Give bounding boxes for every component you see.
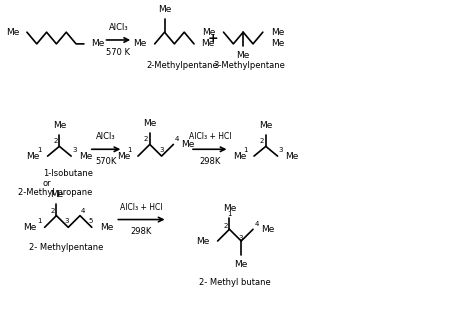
Text: AlCl₃: AlCl₃ <box>109 23 128 32</box>
Text: 2-Methyl propane: 2-Methyl propane <box>18 188 92 197</box>
Text: 3: 3 <box>72 147 77 153</box>
Text: Me: Me <box>6 28 19 37</box>
Text: 3-Methylpentane: 3-Methylpentane <box>213 61 285 70</box>
Text: or: or <box>43 179 51 188</box>
Text: 298K: 298K <box>199 157 220 166</box>
Text: 2: 2 <box>144 137 148 143</box>
Text: 4: 4 <box>81 208 85 214</box>
Text: 3: 3 <box>159 147 164 153</box>
Text: +: + <box>208 32 218 45</box>
Text: 2- Methyl butane: 2- Methyl butane <box>200 278 271 287</box>
Text: 1: 1 <box>244 147 248 153</box>
Text: 3: 3 <box>239 235 243 241</box>
Text: Me: Me <box>271 28 284 37</box>
Text: Me: Me <box>223 204 236 213</box>
Text: 1: 1 <box>37 218 41 224</box>
Text: Me: Me <box>201 40 214 48</box>
Text: Me: Me <box>50 190 63 199</box>
Text: 2- Methylpentane: 2- Methylpentane <box>29 243 103 252</box>
Text: 1-Isobutane: 1-Isobutane <box>43 169 92 178</box>
Text: 3: 3 <box>279 147 283 153</box>
Text: Me: Me <box>259 121 273 130</box>
Text: 3: 3 <box>64 218 69 224</box>
Text: Me: Me <box>235 259 248 269</box>
Text: Me: Me <box>237 51 250 60</box>
Text: 4: 4 <box>255 221 259 227</box>
Text: 5: 5 <box>89 218 93 224</box>
Text: Me: Me <box>53 121 66 130</box>
Text: 570K: 570K <box>95 157 116 166</box>
Text: 298K: 298K <box>130 227 152 236</box>
Text: 1: 1 <box>37 147 42 153</box>
Text: 570 K: 570 K <box>106 48 130 57</box>
Text: Me: Me <box>117 152 130 161</box>
Text: Me: Me <box>23 223 37 232</box>
Text: 2: 2 <box>223 223 228 229</box>
Text: Me: Me <box>158 5 171 14</box>
Text: 2: 2 <box>50 208 55 214</box>
Text: 2-Methylpentane: 2-Methylpentane <box>146 61 218 70</box>
Text: Me: Me <box>285 152 299 161</box>
Text: Me: Me <box>91 40 104 48</box>
Text: Me: Me <box>79 152 92 161</box>
Text: Me: Me <box>271 40 284 48</box>
Text: 2: 2 <box>259 138 264 144</box>
Text: Me: Me <box>100 223 113 232</box>
Text: Me: Me <box>181 140 195 149</box>
Text: Me: Me <box>143 119 156 128</box>
Text: Me: Me <box>202 28 216 37</box>
Text: 2: 2 <box>53 138 57 144</box>
Text: Me: Me <box>233 152 246 161</box>
Text: Me: Me <box>196 236 210 246</box>
Text: AlCl₃: AlCl₃ <box>96 132 115 142</box>
Text: Me: Me <box>27 152 40 161</box>
Text: AlCl₃ + HCl: AlCl₃ + HCl <box>189 132 231 142</box>
Text: 1: 1 <box>227 210 232 216</box>
Text: 1: 1 <box>128 147 132 153</box>
Text: AlCl₃ + HCl: AlCl₃ + HCl <box>120 203 162 212</box>
Text: Me: Me <box>261 225 274 234</box>
Text: Me: Me <box>134 40 147 48</box>
Text: 4: 4 <box>174 137 179 143</box>
